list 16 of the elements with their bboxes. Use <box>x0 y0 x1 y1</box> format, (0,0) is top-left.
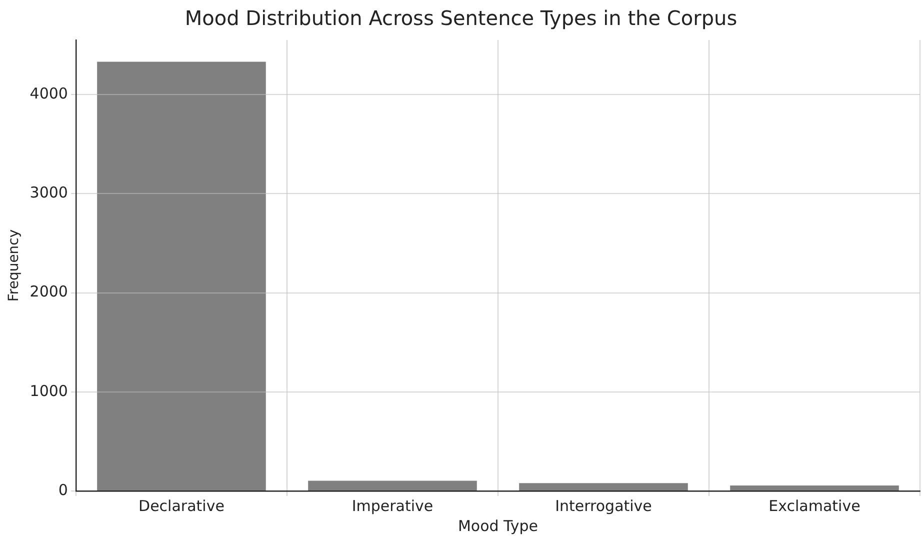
x-axis-title: Mood Type <box>458 516 538 535</box>
x-tick-label: Exclamative <box>768 496 860 515</box>
y-tick-label: 2000 <box>30 282 68 301</box>
y-tick-label: 1000 <box>30 382 68 400</box>
y-axis-title: Frequency <box>6 229 22 302</box>
y-tick-label: 3000 <box>30 184 68 202</box>
bar <box>730 485 899 491</box>
bar <box>519 483 688 491</box>
y-tick-label: 0 <box>58 480 68 499</box>
x-tick-label: Declarative <box>138 496 224 515</box>
chart-title: Mood Distribution Across Sentence Types in the Corpus <box>184 6 738 30</box>
bar <box>308 480 477 491</box>
y-tick-label: 4000 <box>30 84 68 102</box>
x-tick-label: Interrogative <box>555 496 652 515</box>
x-tick-label: Imperative <box>352 496 434 515</box>
bar <box>97 62 266 491</box>
